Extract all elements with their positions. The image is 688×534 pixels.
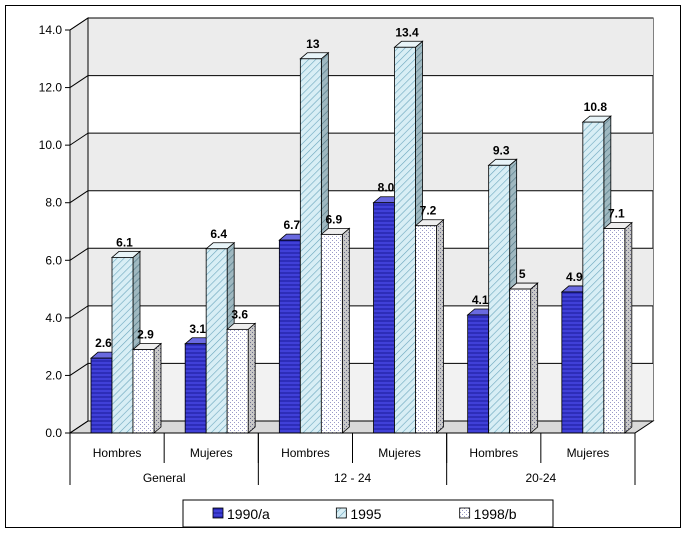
data-label: 7.1: [608, 207, 625, 221]
data-label: 2.6: [95, 336, 112, 350]
legend-label-2: 1998/b: [474, 506, 517, 522]
bar-side-2: [341, 227, 350, 434]
legend-box: [182, 499, 554, 528]
y-tick-label: 4.0: [45, 311, 62, 325]
gridline-side: [69, 363, 89, 376]
x-category-label: Mujeres: [190, 446, 233, 460]
data-label: 13.4: [395, 25, 419, 39]
bar-series-1: [111, 257, 134, 434]
data-label: 13: [306, 37, 320, 51]
legend-swatch-1: [335, 507, 347, 519]
bar-series-1: [205, 248, 228, 434]
bar-side-2: [436, 218, 444, 434]
gridline-side: [69, 75, 89, 88]
grid-band: [88, 18, 653, 76]
x-category-label: Hombres: [281, 446, 330, 460]
bar-series-0: [184, 343, 207, 434]
data-label: 4.9: [566, 270, 583, 284]
side-wall: [69, 17, 89, 434]
bar-side-2: [153, 342, 162, 434]
bar-series-0: [278, 239, 301, 434]
data-label: 6.9: [325, 212, 342, 226]
bar-series-2: [226, 328, 249, 434]
bar-series-0: [90, 357, 113, 434]
bar-series-2: [603, 228, 626, 434]
data-label: 3.1: [189, 322, 206, 336]
data-label: 3.6: [231, 307, 248, 321]
gridline-side: [69, 305, 89, 319]
legend-swatch-2: [459, 507, 471, 519]
x-category-label: Mujeres: [567, 446, 610, 460]
bar-series-1: [299, 58, 322, 434]
gridline-side: [69, 190, 89, 204]
data-label: 2.9: [137, 328, 154, 342]
y-tick-label: 0.0: [45, 426, 62, 440]
y-tick-label: 12.0: [39, 81, 63, 95]
data-label: 8.0: [378, 181, 395, 195]
x-category-label: Hombres: [469, 446, 518, 460]
x-group-label: General: [143, 471, 186, 485]
data-label: 4.1: [472, 293, 489, 307]
legend-label-1: 1995: [350, 506, 381, 522]
grid-band: [88, 133, 653, 191]
bar-series-2: [415, 225, 437, 434]
bar-side-2: [247, 322, 256, 434]
data-label: 9.3: [493, 143, 510, 157]
bar-side-2: [530, 282, 539, 434]
y-tick-label: 14.0: [39, 23, 63, 37]
gridline-side: [69, 132, 89, 146]
data-label: 5: [519, 267, 526, 281]
bar-series-1: [394, 46, 416, 434]
bar-series-1: [488, 164, 511, 434]
grid-band: [88, 248, 653, 306]
gridline-side: [69, 17, 89, 31]
data-label: 7.2: [420, 204, 437, 218]
data-label: 6.4: [210, 227, 227, 241]
x-group-label: 20-24: [525, 471, 556, 485]
grid-band: [88, 363, 653, 421]
x-group-label: 12 - 24: [334, 471, 372, 485]
bar-series-2: [320, 233, 343, 434]
x-category-label: Hombres: [93, 446, 142, 460]
data-label: 10.8: [584, 100, 608, 114]
data-label: 6.1: [116, 235, 133, 249]
bar-series-1: [582, 121, 605, 434]
y-tick-label: 8.0: [45, 196, 62, 210]
bar-series-2: [509, 288, 532, 434]
bar-series-0: [561, 291, 584, 434]
bar-side-2: [624, 221, 633, 434]
gridline-side: [69, 247, 89, 261]
gridline-side: [69, 420, 89, 434]
bar-series-2: [132, 349, 155, 434]
legend-swatch-0: [212, 507, 224, 519]
bar-series-0: [373, 202, 395, 434]
y-tick-label: 2.0: [45, 368, 62, 382]
y-tick-label: 6.0: [45, 253, 62, 267]
legend-label-0: 1990/a: [227, 506, 270, 522]
data-label: 6.7: [283, 218, 300, 232]
bar-series-0: [467, 314, 490, 434]
y-tick-label: 10.0: [39, 138, 63, 152]
x-category-label: Mujeres: [378, 446, 421, 460]
